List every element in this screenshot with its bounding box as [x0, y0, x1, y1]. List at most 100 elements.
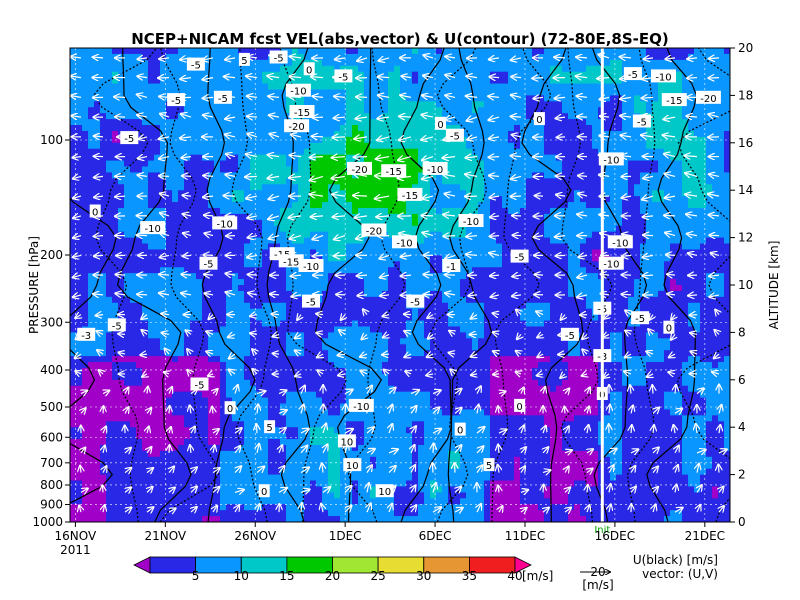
field-cell: [244, 184, 251, 191]
field-cell: [118, 255, 125, 262]
field-cell: [430, 77, 437, 85]
field-cell: [424, 444, 431, 452]
field-cell: [118, 279, 125, 286]
field-cell: [352, 225, 359, 233]
field-cell: [208, 89, 215, 96]
field-cell: [82, 77, 89, 85]
field-cell: [124, 290, 131, 298]
field-cell: [352, 290, 359, 298]
field-cell: [154, 130, 161, 138]
field-cell: [112, 48, 119, 55]
field-cell: [256, 415, 263, 422]
field-cell: [256, 302, 263, 310]
field-cell: [124, 279, 131, 286]
field-cell: [76, 439, 83, 446]
field-cell: [310, 142, 317, 150]
field-cell: [244, 285, 251, 292]
field-cell: [418, 320, 425, 328]
field-cell: [208, 190, 215, 197]
field-cell: [370, 255, 377, 262]
field-cell: [142, 308, 149, 316]
field-cell: [358, 101, 365, 108]
field-cell: [340, 207, 347, 215]
field-cell: [154, 249, 161, 256]
field-cell: [274, 207, 281, 215]
field-cell: [106, 225, 113, 233]
field-cell: [340, 95, 347, 102]
field-cell: [190, 119, 197, 126]
field-cell: [262, 142, 269, 150]
field-cell: [172, 367, 179, 375]
field-cell: [208, 516, 215, 522]
field-cell: [382, 421, 389, 428]
field-cell: [388, 83, 395, 91]
field-cell: [286, 492, 293, 499]
field-cell: [184, 421, 191, 428]
field-cell: [322, 290, 329, 298]
field-cell: [106, 421, 113, 428]
field-cell: [394, 160, 401, 168]
field-cell: [418, 148, 425, 156]
field-cell: [340, 344, 347, 351]
field-cell: [136, 326, 143, 333]
field-cell: [280, 320, 287, 328]
field-cell: [202, 48, 209, 55]
field-cell: [100, 136, 107, 144]
field-cell: [406, 391, 413, 399]
field-cell: [106, 332, 113, 339]
field-cell: [166, 344, 173, 351]
field-cell: [268, 101, 275, 108]
field-cell: [88, 373, 95, 381]
field-cell: [376, 255, 383, 262]
field-cell: [334, 285, 341, 292]
field-cell: [106, 433, 113, 440]
field-cell: [244, 439, 251, 446]
field-cell: [280, 113, 287, 120]
field-cell: [346, 202, 353, 209]
field-cell: [160, 148, 167, 156]
field-cell: [184, 385, 191, 393]
field-cell: [70, 320, 77, 328]
field-cell: [256, 125, 263, 132]
field-cell: [226, 320, 233, 328]
field-cell: [172, 65, 179, 73]
field-cell: [250, 267, 257, 274]
field-cell: [334, 314, 341, 322]
field-cell: [358, 83, 365, 91]
field-cell: [292, 243, 299, 251]
field-cell: [166, 373, 173, 381]
field-cell: [160, 243, 167, 251]
field-cell: [334, 261, 341, 268]
field-cell: [424, 101, 431, 108]
field-cell: [76, 302, 83, 310]
field-cell: [256, 332, 263, 339]
field-cell: [406, 510, 413, 517]
field-cell: [322, 107, 329, 114]
field-cell: [100, 498, 107, 505]
field-cell: [310, 468, 317, 476]
field-cell: [394, 373, 401, 381]
field-cell: [154, 385, 161, 393]
field-cell: [178, 125, 185, 132]
field-cell: [202, 101, 209, 108]
field-cell: [388, 320, 395, 328]
field-cell: [148, 379, 155, 387]
field-cell: [88, 285, 95, 292]
field-cell: [130, 367, 137, 375]
field-cell: [424, 279, 431, 286]
field-cell: [130, 427, 137, 434]
field-cell: [418, 290, 425, 298]
field-cell: [76, 474, 83, 482]
field-cell: [352, 332, 359, 339]
field-cell: [256, 184, 263, 191]
field-cell: [334, 444, 341, 452]
field-cell: [262, 53, 269, 61]
field-cell: [328, 107, 335, 114]
field-cell: [406, 89, 413, 96]
field-cell: [430, 190, 437, 197]
field-cell: [202, 89, 209, 96]
field-cell: [190, 113, 197, 120]
field-cell: [250, 89, 257, 96]
field-cell: [280, 362, 287, 369]
field-cell: [406, 373, 413, 381]
